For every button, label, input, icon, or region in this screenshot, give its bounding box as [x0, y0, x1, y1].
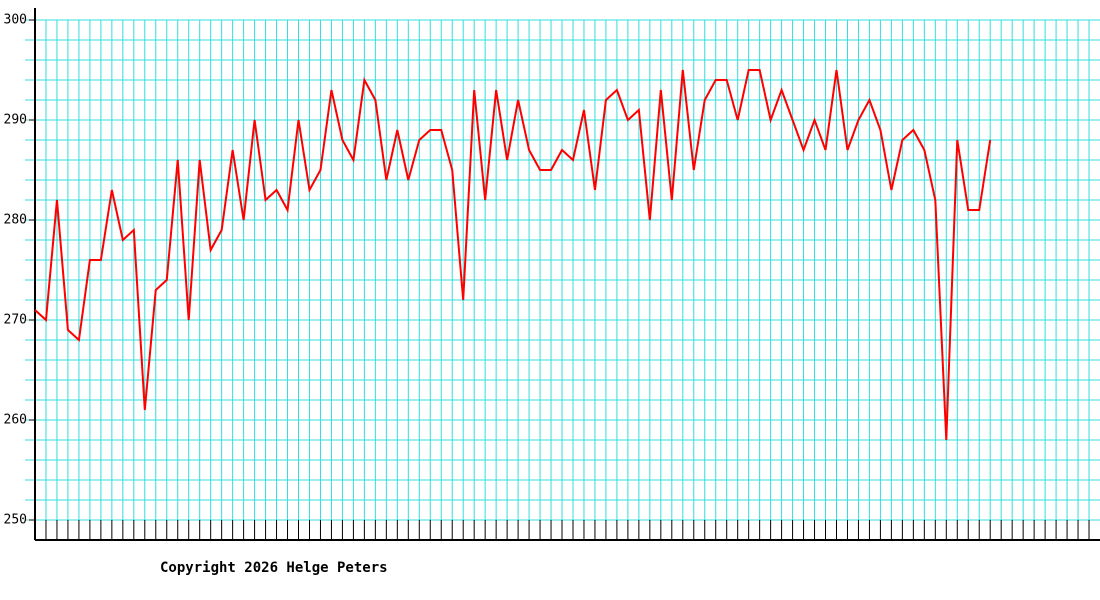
y-tick-label: 290	[4, 113, 27, 128]
y-tick-label: 300	[4, 13, 27, 28]
y-tick-label: 280	[4, 213, 27, 228]
y-tick-label: 270	[4, 313, 27, 328]
data-line	[34, 69, 992, 441]
copyright: Copyright 2026 Helge Peters	[160, 560, 388, 576]
y-tick-label: 260	[4, 413, 27, 428]
y-tick-label: 250	[4, 513, 27, 528]
